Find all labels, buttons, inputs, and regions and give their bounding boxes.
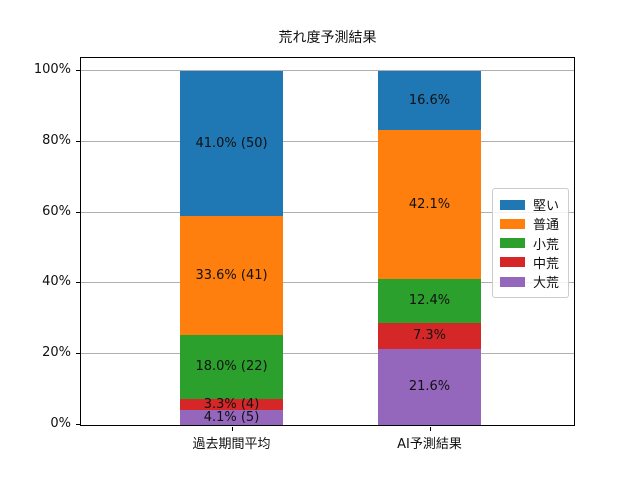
- bar-segment-堅い: 41.0% (50): [180, 71, 283, 217]
- gridline: [81, 140, 574, 142]
- y-axis-tick: [76, 140, 80, 142]
- bar-segment-大荒: 4.1% (5): [180, 410, 283, 425]
- legend-item-堅い: 堅い: [500, 195, 561, 214]
- x-tick-label: AI予測結果: [397, 437, 462, 452]
- legend-swatch: [500, 238, 525, 248]
- stacked-bar: 41.0% (50) 33.6% (41) 18.0% (22) 3.3% (4) 4.…: [180, 71, 283, 425]
- bar-segment-中荒: 3.3% (4): [180, 397, 283, 413]
- y-tick-label: 60%: [42, 203, 71, 219]
- legend-label: 小荒: [533, 237, 560, 253]
- y-tick-label: 80%: [42, 132, 71, 148]
- legend-swatch: [500, 276, 525, 287]
- bar-segment-label: 16.6%: [408, 92, 451, 108]
- gridline: [81, 282, 574, 284]
- y-tick-label: 40%: [42, 274, 71, 290]
- stacked-bar: 16.6% 42.1% 12.4% 7.3% 21.6%: [378, 71, 481, 425]
- bar-segment-label: 4.1% (5): [203, 410, 260, 426]
- bar-segment-label: 42.1%: [408, 196, 451, 212]
- bar-segment-小荒: 12.4%: [378, 278, 481, 323]
- gridline: [81, 353, 574, 355]
- chart-title: 荒れ度予測結果: [278, 30, 377, 46]
- y-axis-tick: [76, 70, 80, 71]
- legend-label: 中荒: [533, 256, 560, 272]
- gridline: [81, 70, 574, 71]
- y-axis-tick: [76, 282, 80, 284]
- bar-segment-label: 33.6% (41): [195, 268, 268, 284]
- legend: 堅い普通小荒中荒大荒: [492, 188, 569, 298]
- gridline: [81, 211, 574, 213]
- bar-segment-堅い: 16.6%: [378, 71, 481, 130]
- bar-segment-大荒: 21.6%: [378, 348, 481, 425]
- legend-label: 大荒: [533, 276, 560, 291]
- bar-segment-中荒: 7.3%: [378, 322, 481, 349]
- y-tick-label: 20%: [42, 345, 71, 361]
- bar-segment-label: 21.6%: [408, 379, 451, 395]
- legend-item-大荒: 大荒: [500, 272, 561, 291]
- legend-item-小荒: 小荒: [500, 234, 561, 253]
- y-tick-label: 100%: [33, 62, 71, 77]
- bar-segment-label: 3.3% (4): [203, 397, 260, 413]
- bar-segment-label: 18.0% (22): [195, 359, 268, 375]
- bar-segment-普通: 33.6% (41): [180, 216, 283, 336]
- legend-swatch: [500, 199, 525, 210]
- x-tick-label: 過去期間平均: [192, 437, 271, 452]
- bar-segment-label: 41.0% (50): [195, 136, 268, 152]
- legend-swatch: [500, 218, 525, 229]
- y-axis-tick: [76, 211, 80, 213]
- x-axis-tick: [231, 427, 233, 431]
- y-axis-tick: [76, 353, 80, 355]
- legend-label: 普通: [533, 218, 560, 234]
- x-axis-tick: [429, 427, 431, 431]
- legend-item-普通: 普通: [500, 214, 561, 233]
- bar-segment-小荒: 18.0% (22): [180, 335, 283, 399]
- legend-swatch: [500, 257, 525, 268]
- plot-area: 0% 20% 40% 60% 80% 100% 41.0% (50) 33.6% (41) 18…: [34, 57, 575, 452]
- legend-label: 堅い: [533, 199, 560, 214]
- y-axis-tick: [76, 424, 80, 425]
- bar-segment-label: 7.3%: [412, 328, 447, 344]
- bar-segment-普通: 42.1%: [378, 129, 481, 279]
- bar-segment-label: 12.4%: [408, 293, 451, 309]
- y-tick-label: 0%: [50, 416, 71, 431]
- legend-item-中荒: 中荒: [500, 253, 561, 272]
